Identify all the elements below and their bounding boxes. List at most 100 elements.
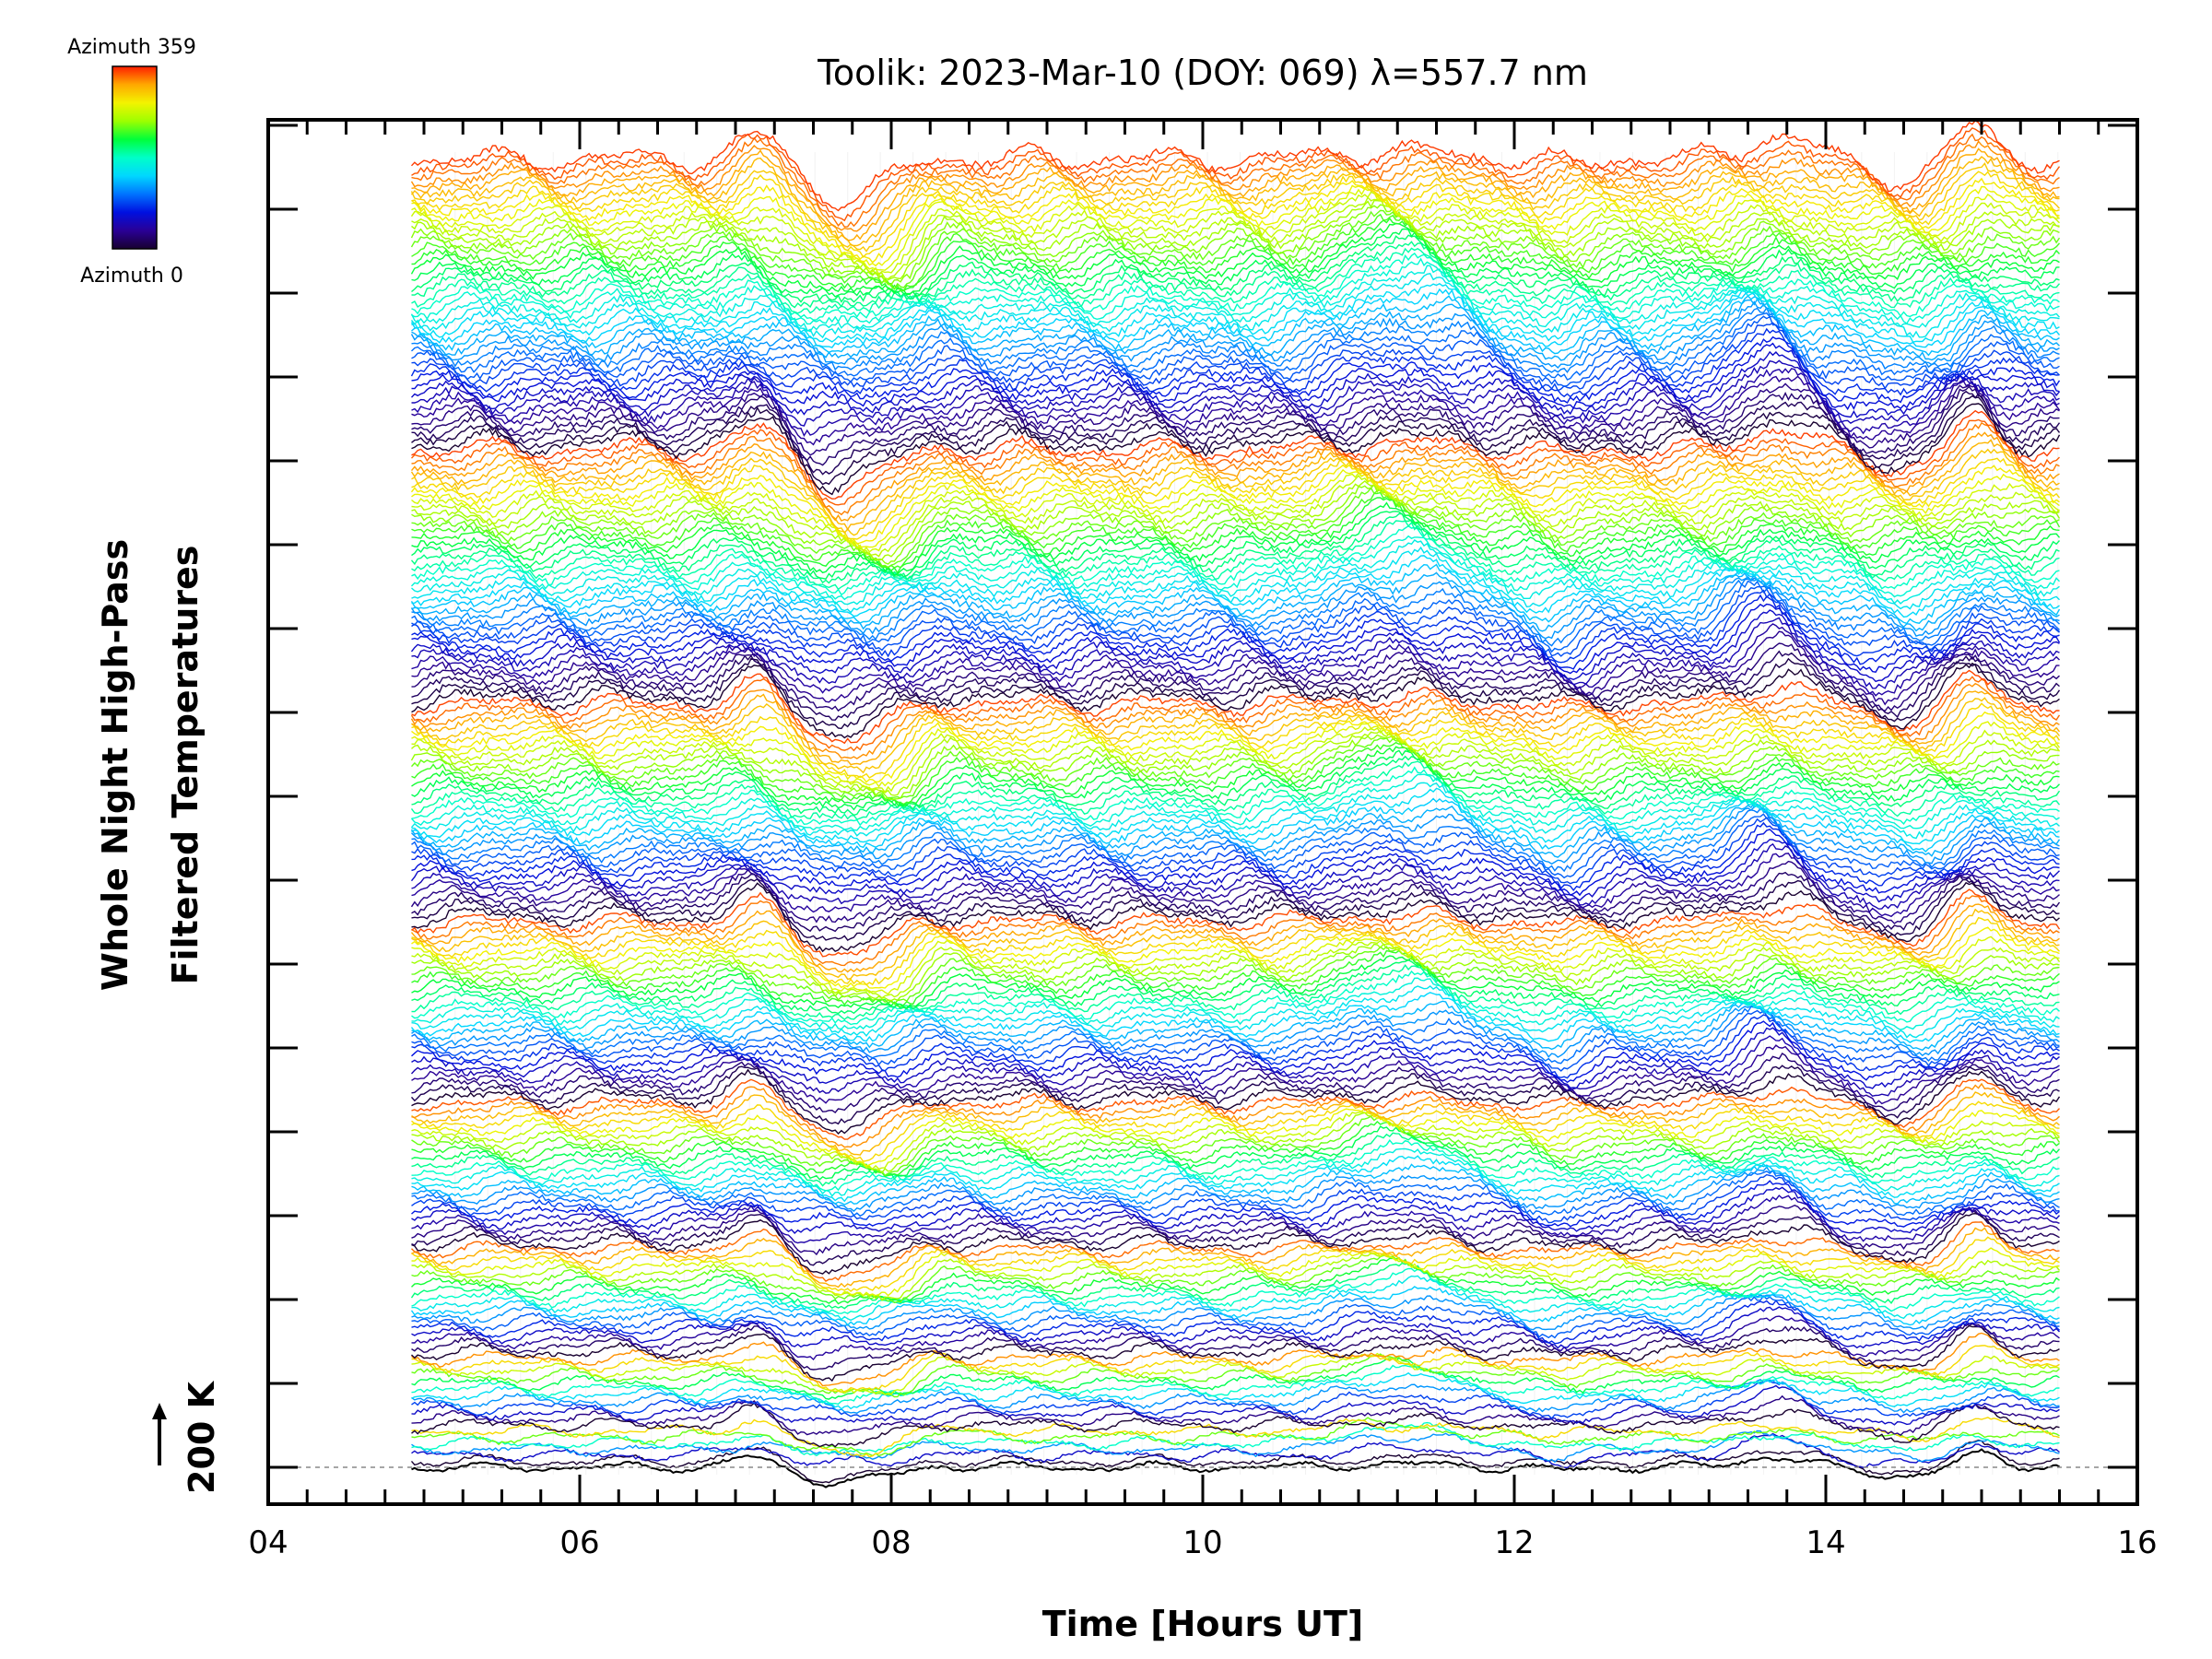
azimuth-trace <box>411 749 2061 811</box>
azimuth-trace <box>410 161 2061 253</box>
y-axis-label-line1: Whole Night High-Pass <box>95 539 135 991</box>
azimuth-trace <box>411 642 2060 712</box>
azimuth-trace <box>411 871 2061 933</box>
azimuth-trace <box>410 265 2061 333</box>
azimuth-trace <box>410 992 2060 1043</box>
azimuth-trace <box>411 421 2060 516</box>
azimuth-trace <box>410 1439 2060 1484</box>
azimuth-trace <box>411 1315 2060 1361</box>
azimuth-trace <box>411 1082 2060 1148</box>
azimuth-trace <box>411 1139 2060 1192</box>
azimuth-trace <box>410 1065 2060 1125</box>
azimuth-trace <box>411 1247 2060 1297</box>
azimuth-trace <box>411 1299 2060 1345</box>
azimuth-trace <box>411 1236 2060 1292</box>
azimuth-trace <box>410 734 2060 801</box>
azimuth-trace <box>411 1111 2060 1171</box>
azimuth-trace <box>411 943 2060 1002</box>
azimuth-trace <box>411 842 2060 910</box>
azimuth-trace <box>411 697 2061 774</box>
azimuth-trace <box>411 1132 2060 1187</box>
azimuth-trace <box>411 524 2060 596</box>
azimuth-trace <box>411 1394 2060 1437</box>
azimuth-trace <box>411 1163 2060 1206</box>
azimuth-trace <box>411 580 2060 653</box>
azimuth-trace <box>411 511 2061 580</box>
azimuth-trace <box>411 1100 2060 1162</box>
azimuth-trace <box>410 327 2060 398</box>
azimuth-trace <box>411 390 2061 476</box>
scale-arrow-head <box>152 1403 167 1419</box>
azimuth-trace <box>410 464 2060 545</box>
azimuth-trace <box>411 721 2061 788</box>
azimuth-trace <box>411 217 2061 292</box>
azimuth-trace <box>411 497 2060 574</box>
azimuth-trace <box>410 860 2060 924</box>
azimuth-trace <box>411 657 2061 730</box>
azimuth-trace <box>411 1353 2060 1398</box>
azimuth-trace <box>410 512 2060 584</box>
azimuth-trace <box>410 1262 2060 1310</box>
azimuth-trace <box>411 1078 2061 1140</box>
azimuth-trace <box>411 1306 2061 1349</box>
azimuth-trace <box>411 963 2060 1020</box>
azimuth-trace <box>411 471 2060 553</box>
azimuth-trace <box>411 1107 2060 1168</box>
azimuth-trace <box>411 457 2061 540</box>
x-tick-label: 12 <box>1494 1524 1534 1561</box>
azimuth-trace <box>411 946 2060 1006</box>
azimuth-trace <box>411 448 2060 536</box>
azimuth-trace <box>411 546 2060 614</box>
colorbar-bottom-label: Azimuth 0 <box>80 265 183 288</box>
azimuth-trace <box>411 483 2061 565</box>
azimuth-trace <box>410 222 2060 296</box>
azimuth-trace <box>411 630 2060 706</box>
azimuth-trace <box>411 213 2061 292</box>
azimuth-trace <box>410 121 2060 212</box>
azimuth-trace <box>411 935 2060 995</box>
y-axis-label-line2: Filtered Temperatures <box>165 546 206 985</box>
azimuth-trace <box>411 1357 2060 1400</box>
azimuth-trace <box>410 204 2060 286</box>
azimuth-trace <box>410 737 2060 800</box>
azimuth-trace <box>411 1417 2060 1457</box>
azimuth-trace <box>411 1053 2060 1114</box>
azimuth-trace <box>411 1212 2060 1275</box>
azimuth-trace <box>411 1421 2060 1457</box>
azimuth-trace <box>410 156 2060 247</box>
azimuth-trace <box>410 350 2061 418</box>
x-tick-label: 10 <box>1182 1524 1222 1561</box>
axis-ticks <box>266 120 2139 1504</box>
azimuth-trace <box>411 1275 2060 1322</box>
x-tick-label: 16 <box>2117 1524 2157 1561</box>
azimuth-trace <box>411 1448 2060 1488</box>
azimuth-trace <box>411 955 2060 1009</box>
azimuth-trace <box>411 1352 2060 1395</box>
azimuth-trace <box>411 491 2061 569</box>
azimuth-trace <box>411 487 2060 569</box>
trace-layer <box>410 121 2061 1488</box>
azimuth-trace <box>411 585 2060 657</box>
colorbar-top-label: Azimuth 359 <box>67 36 196 59</box>
azimuth-trace <box>411 1020 2060 1084</box>
azimuth-trace <box>411 295 2060 357</box>
azimuth-trace <box>410 288 2061 348</box>
azimuth-trace <box>411 147 2060 241</box>
azimuth-trace <box>411 877 2060 942</box>
azimuth-trace <box>411 1125 2061 1181</box>
azimuth-trace <box>411 1432 2060 1469</box>
azimuth-trace <box>411 1000 2060 1052</box>
azimuth-trace <box>410 273 2060 339</box>
azimuth-trace <box>410 535 2060 601</box>
azimuth-trace <box>411 577 2060 647</box>
x-tick-label: 14 <box>1806 1524 1845 1561</box>
azimuth-trace <box>410 431 2060 522</box>
azimuth-trace <box>411 589 2060 664</box>
azimuth-trace <box>411 1186 2061 1235</box>
scale-label: 200 K <box>182 1380 222 1494</box>
azimuth-trace <box>411 766 2060 827</box>
chart-title: Toolik: 2023-Mar-10 (DOY: 069) λ=557.7 n… <box>817 53 1588 93</box>
azimuth-trace <box>411 315 2060 387</box>
azimuth-trace <box>411 702 2061 779</box>
azimuth-trace <box>411 1253 2061 1300</box>
